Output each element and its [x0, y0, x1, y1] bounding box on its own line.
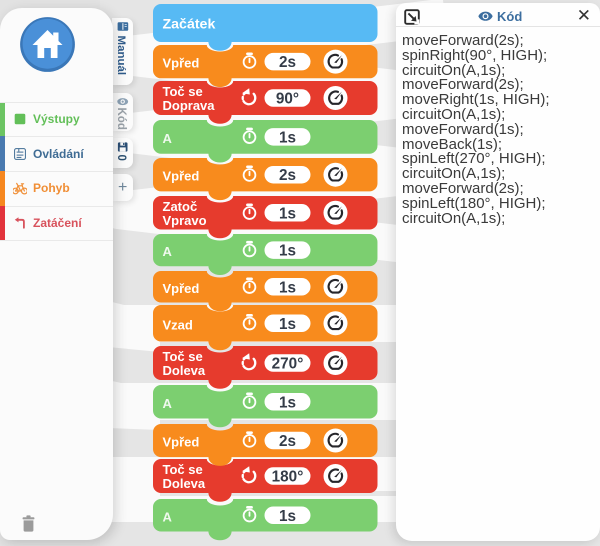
svg-text:2s: 2s — [279, 167, 296, 184]
svg-text:Toč se: Toč se — [163, 462, 203, 477]
svg-text:Vpřed: Vpřed — [163, 435, 200, 450]
svg-text:Zatoč: Zatoč — [163, 198, 198, 213]
svg-text:A: A — [163, 509, 173, 524]
svg-text:270°: 270° — [272, 355, 304, 372]
svg-text:1s: 1s — [279, 130, 296, 147]
svg-text:0: 0 — [115, 154, 127, 160]
svg-text:1s: 1s — [279, 507, 296, 524]
svg-text:A: A — [163, 131, 173, 146]
svg-text:Vpřed: Vpřed — [163, 281, 200, 296]
svg-text:1s: 1s — [279, 279, 296, 296]
svg-text:Manuál: Manuál — [115, 36, 127, 76]
svg-text:Toč se: Toč se — [163, 349, 203, 364]
svg-text:Doprava: Doprava — [163, 98, 216, 113]
svg-text:90°: 90° — [276, 91, 299, 108]
svg-text:Toč se: Toč se — [163, 84, 203, 99]
svg-text:Doleva: Doleva — [163, 363, 206, 378]
svg-text:1s: 1s — [279, 242, 296, 259]
svg-text:2s: 2s — [279, 433, 296, 450]
svg-text:180°: 180° — [272, 469, 304, 486]
svg-text:2s: 2s — [279, 54, 296, 71]
svg-text:Vzad: Vzad — [163, 317, 193, 332]
svg-text:Vpřed: Vpřed — [163, 169, 200, 184]
svg-text:Začátek: Začátek — [163, 17, 216, 33]
svg-text:1s: 1s — [279, 394, 296, 411]
svg-text:1s: 1s — [279, 205, 296, 222]
svg-text:A: A — [163, 396, 173, 411]
svg-text:Kód: Kód — [115, 108, 127, 130]
svg-text:+: + — [118, 179, 127, 196]
svg-text:1s: 1s — [279, 315, 296, 332]
svg-text:Doleva: Doleva — [163, 476, 206, 491]
svg-text:Vpřed: Vpřed — [163, 55, 200, 70]
svg-text:A: A — [163, 244, 173, 259]
svg-text:Vpravo: Vpravo — [163, 212, 207, 227]
